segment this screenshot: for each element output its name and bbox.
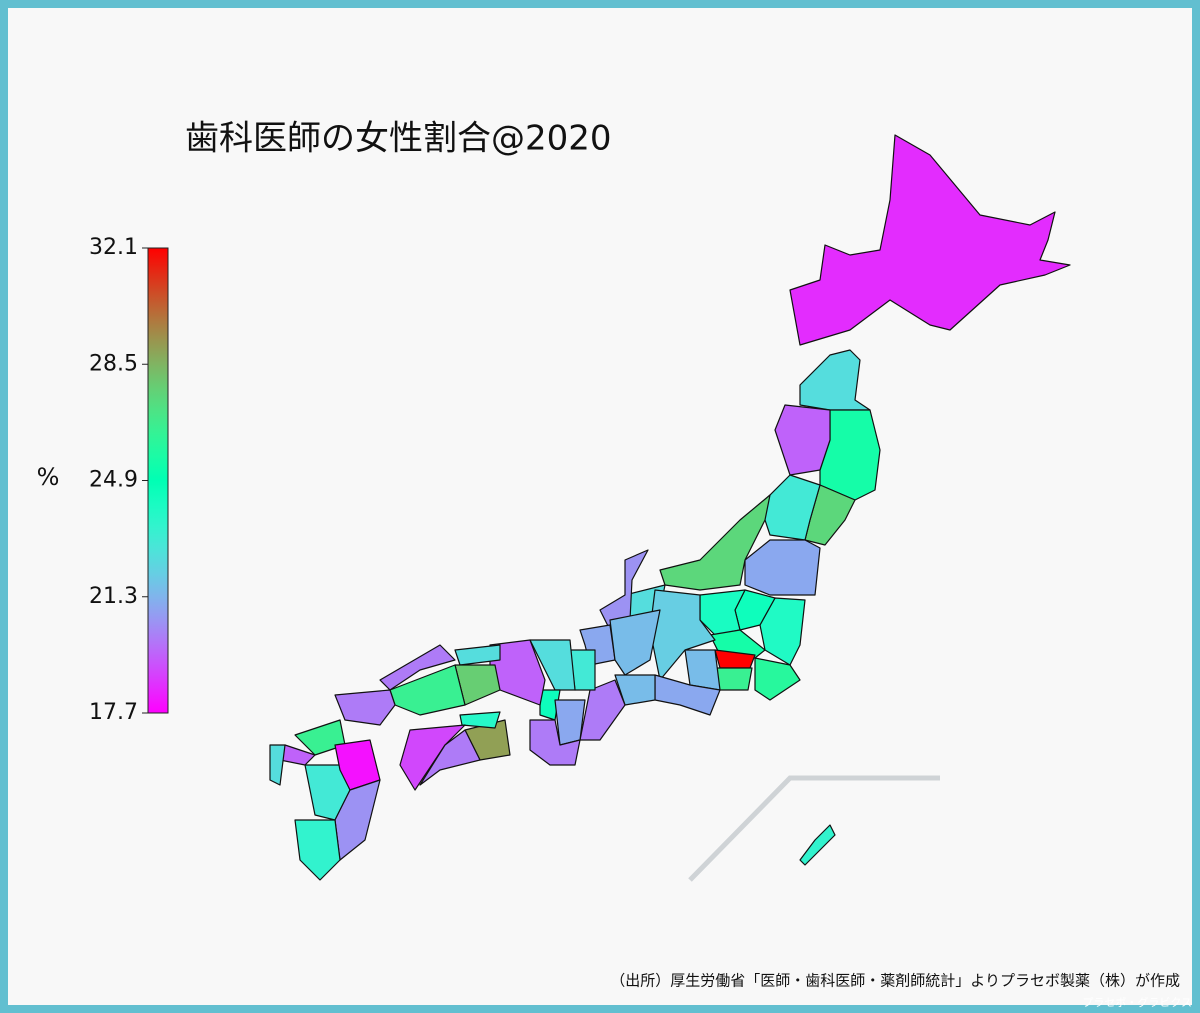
prefecture [379, 644, 456, 691]
prefecture [774, 404, 831, 476]
inset-divider [688, 775, 940, 882]
prefecture [334, 779, 381, 861]
prefecture [399, 724, 466, 791]
prefecture [684, 649, 721, 691]
prefecture [454, 644, 501, 666]
prefecture [419, 729, 481, 786]
colorbar-tick-label: 21.3 [89, 584, 138, 609]
colorbar-label: % [37, 463, 60, 491]
prefecture [529, 719, 581, 766]
prefecture [799, 349, 871, 411]
prefecture [459, 711, 501, 729]
prefecture [789, 134, 1071, 346]
prefecture [579, 679, 626, 741]
credit: プラセボ・グラビクス [1082, 995, 1192, 1009]
prefecture [529, 639, 576, 691]
map-title: 歯科医師の女性割合@2020 [185, 119, 612, 159]
prefecture [659, 494, 771, 591]
colorbar-tick-label: 24.9 [89, 468, 138, 493]
prefecture [714, 667, 753, 691]
colorbar-tick-label: 32.1 [89, 235, 138, 260]
prefecture [294, 819, 341, 881]
prefecture [754, 657, 801, 701]
prefecture [554, 699, 586, 746]
prefecture [614, 674, 656, 706]
prefecture [269, 744, 286, 786]
prefecture [744, 539, 821, 596]
prefecture [334, 689, 396, 726]
prefecture [609, 609, 661, 676]
source-note: （出所）厚生労働省「医師・歯科医師・薬剤師統計」よりプラセボ製薬（株）が作成 [610, 972, 1180, 990]
colorbar-tick-label: 17.7 [89, 700, 138, 725]
colorbar [147, 247, 169, 714]
prefecture [799, 824, 836, 866]
colorbar-tick-label: 28.5 [89, 351, 138, 376]
